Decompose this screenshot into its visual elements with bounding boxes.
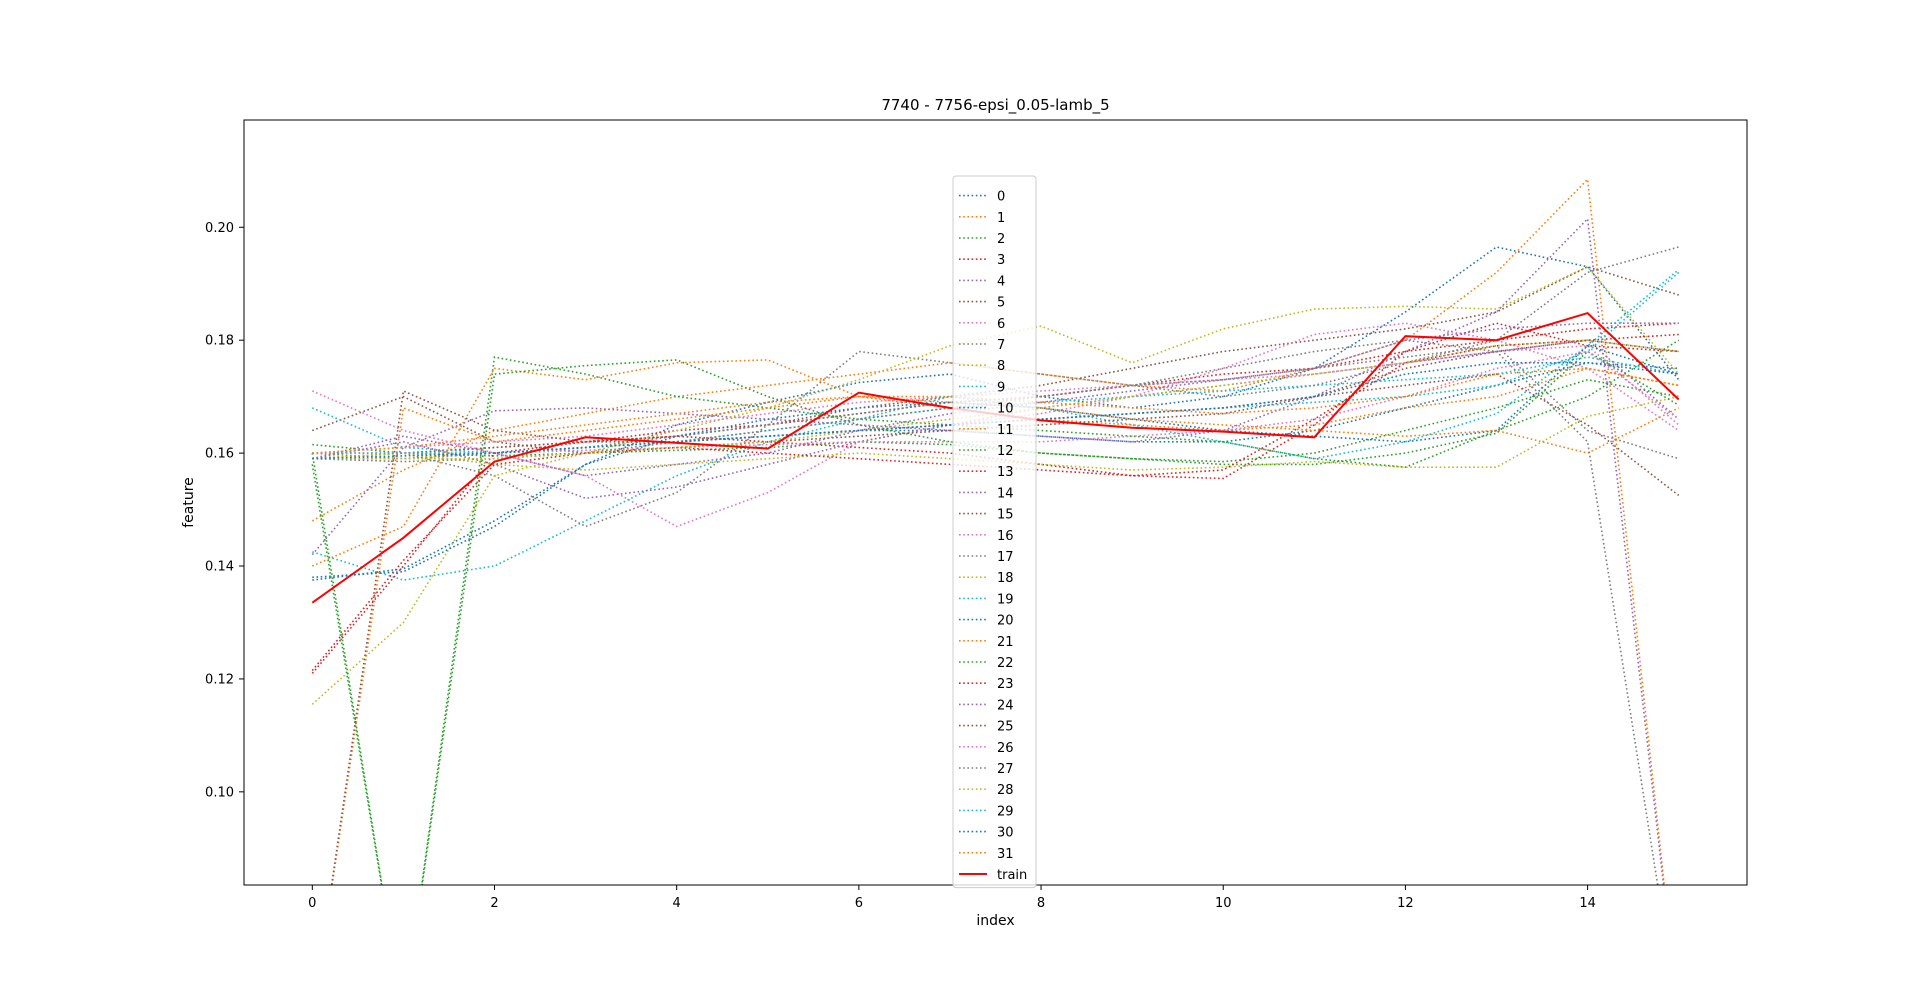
legend-item-20: 20 — [959, 614, 1014, 629]
series-line-12 — [311, 339, 1680, 885]
legend-label: 8 — [997, 359, 1005, 374]
legend-item-13: 13 — [959, 465, 1014, 480]
legend: 0123456789101112131415161718192021222324… — [952, 175, 1037, 889]
legend-label: 27 — [997, 762, 1014, 777]
legend-item-1: 1 — [959, 211, 1005, 226]
legend-item-6: 6 — [959, 317, 1005, 332]
legend-label: 21 — [997, 635, 1014, 650]
legend-item-21: 21 — [959, 635, 1014, 650]
legend-item-3: 3 — [959, 253, 1005, 268]
legend-item-16: 16 — [959, 529, 1014, 544]
legend-label: 14 — [997, 486, 1014, 501]
series-line-5 — [312, 265, 1679, 460]
legend-label: 12 — [997, 444, 1014, 459]
legend-item-27: 27 — [959, 762, 1014, 777]
legend-label: 18 — [997, 571, 1014, 586]
legend-label: 3 — [997, 253, 1005, 268]
legend-item-24: 24 — [959, 698, 1014, 713]
legend-label: 23 — [997, 677, 1014, 692]
y-tick-label: 0.14 — [205, 560, 234, 575]
y-tick-label: 0.16 — [205, 447, 234, 462]
legend-label: 29 — [997, 804, 1014, 819]
legend-item-14: 14 — [959, 486, 1014, 501]
legend-label: 15 — [997, 508, 1014, 523]
y-tick-label: 0.18 — [205, 334, 234, 349]
series-line-26 — [312, 350, 1680, 454]
legend-item-17: 17 — [959, 550, 1014, 565]
legend-label: 19 — [997, 592, 1014, 607]
series-line-2 — [312, 378, 1679, 463]
legend-label: 24 — [997, 698, 1014, 713]
legend-item-28: 28 — [959, 783, 1014, 798]
legend-item-11: 11 — [959, 423, 1014, 438]
series-line-9 — [312, 268, 1680, 581]
legend-item-4: 4 — [959, 274, 1005, 289]
x-tick-label: 6 — [855, 896, 863, 911]
legend-item-9: 9 — [959, 380, 1005, 395]
x-tick-label: 4 — [673, 896, 681, 911]
legend-label: 26 — [997, 741, 1014, 756]
x-axis-label: index — [976, 913, 1014, 929]
x-tick-label: 10 — [1215, 896, 1232, 911]
legend-item-10: 10 — [959, 402, 1014, 417]
legend-item-25: 25 — [959, 720, 1014, 735]
series-line-11 — [311, 359, 1679, 567]
legend-label: 17 — [997, 550, 1014, 565]
legend-item-8: 8 — [959, 359, 1005, 374]
legend-item-19: 19 — [959, 592, 1014, 607]
chart-title: 7740 - 7756-epsi_0.05-lamb_5 — [881, 96, 1109, 115]
x-tick-label: 8 — [1037, 896, 1045, 911]
legend-label: 13 — [997, 465, 1014, 480]
legend-item-12: 12 — [959, 444, 1014, 459]
legend-item-7: 7 — [959, 338, 1005, 353]
legend-label: 4 — [997, 274, 1005, 289]
legend-item-29: 29 — [959, 804, 1014, 819]
legend-label: 9 — [997, 380, 1005, 395]
y-axis: 0.10 0.12 0.14 0.16 0.18 0.20 — [205, 221, 244, 800]
legend-label: 6 — [997, 317, 1005, 332]
legend-label: 31 — [997, 847, 1014, 862]
legend-label: 10 — [997, 402, 1014, 417]
legend-item-5: 5 — [959, 296, 1005, 311]
series-line-15 — [312, 373, 1680, 497]
legend-label: 5 — [997, 296, 1005, 311]
x-tick-label: 14 — [1579, 896, 1596, 911]
x-tick-label: 2 — [490, 896, 498, 911]
legend-label: 20 — [997, 614, 1014, 629]
legend-item-23: 23 — [959, 677, 1014, 692]
legend-label: 16 — [997, 529, 1014, 544]
legend-item-2: 2 — [959, 232, 1005, 247]
legend-item-18: 18 — [959, 571, 1014, 586]
legend-item-train: train — [959, 868, 1027, 883]
legend-label: 22 — [997, 656, 1014, 671]
legend-label: 30 — [997, 826, 1014, 841]
legend-item-22: 22 — [959, 656, 1014, 671]
legend-label: 7 — [997, 338, 1005, 353]
legend-label: 2 — [997, 232, 1005, 247]
legend-label: 25 — [997, 720, 1014, 735]
y-axis-label: feature — [181, 477, 197, 528]
x-tick-label: 0 — [308, 896, 316, 911]
legend-label: 11 — [997, 423, 1014, 438]
legend-label: 1 — [997, 211, 1005, 226]
y-tick-label: 0.12 — [205, 672, 234, 687]
legend-item-0: 0 — [959, 190, 1005, 205]
series-line-20 — [312, 344, 1679, 579]
y-tick-label: 0.10 — [205, 785, 234, 800]
legend-box — [952, 175, 1037, 889]
legend-label: train — [997, 868, 1027, 883]
x-tick-label: 12 — [1397, 896, 1414, 911]
legend-label: 0 — [997, 190, 1005, 205]
legend-item-30: 30 — [959, 826, 1014, 841]
legend-label: 28 — [997, 783, 1014, 798]
y-tick-label: 0.20 — [205, 221, 234, 236]
x-axis: 0 2 4 6 8 10 12 14 — [308, 885, 1596, 911]
legend-item-15: 15 — [959, 508, 1014, 523]
legend-item-31: 31 — [959, 847, 1014, 862]
legend-item-26: 26 — [959, 741, 1014, 756]
